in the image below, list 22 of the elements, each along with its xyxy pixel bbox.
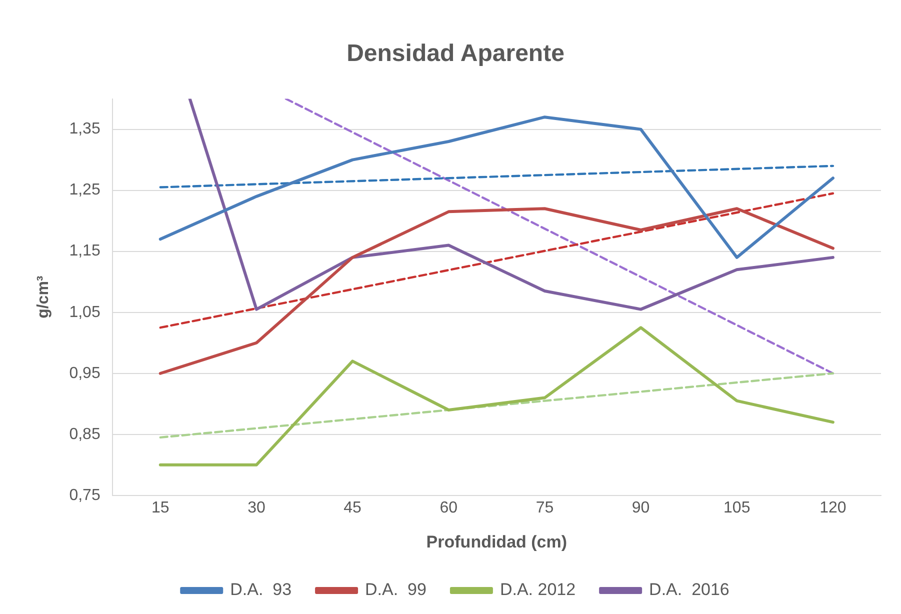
y-tick-label: 1,05 (69, 304, 100, 321)
x-tick-label: 120 (820, 499, 846, 516)
legend-label: D.A. 2016 (649, 580, 730, 600)
y-tick-label: 1,35 (69, 120, 100, 138)
y-tick-label: 0,75 (69, 486, 100, 504)
x-tick-label: 45 (344, 499, 362, 516)
chart-title: Densidad Aparente (346, 40, 564, 68)
legend-label: D.A. 93 (230, 580, 292, 600)
x-tick-label: 90 (632, 499, 650, 516)
x-tick-label: 105 (724, 499, 750, 516)
x-axis-title: Profundidad (cm) (426, 532, 568, 552)
y-tick-label: 0,95 (69, 364, 100, 382)
y-axis-title: g/cm³ (35, 276, 52, 318)
y-tick-label: 1,25 (69, 182, 100, 199)
y-tick-label: 1,15 (69, 242, 100, 260)
x-tick-label: 30 (248, 499, 266, 516)
x-tick-label: 60 (440, 499, 458, 516)
legend-label: D.A. 2012 (500, 580, 576, 600)
y-tick-label: 0,85 (69, 426, 100, 443)
x-tick-label: 15 (151, 499, 170, 516)
x-tick-label: 75 (536, 499, 554, 516)
legend-label: D.A. 99 (365, 580, 426, 600)
